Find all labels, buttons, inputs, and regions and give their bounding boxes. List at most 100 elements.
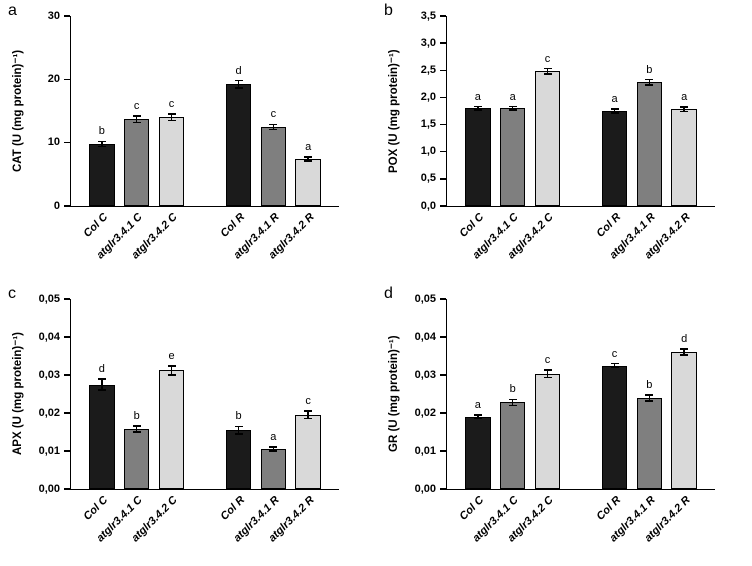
y-tick-mark <box>64 298 70 300</box>
panel-letter: c <box>8 285 16 302</box>
error-bar <box>170 365 173 375</box>
y-tick-mark <box>440 205 446 207</box>
y-tick-label: 0,01 <box>414 444 436 457</box>
y-tick-label: 0,5 <box>420 172 436 185</box>
significance-letter: d <box>98 362 105 375</box>
error-bar-cap <box>645 78 654 81</box>
significance-letter: b <box>646 63 653 76</box>
bar <box>671 109 697 206</box>
y-tick-mark <box>440 298 446 300</box>
significance-letter: b <box>98 125 105 138</box>
significance-letter: b <box>235 410 242 423</box>
significance-letter: a <box>509 90 516 103</box>
significance-letter: c <box>305 395 311 408</box>
bar <box>89 384 115 489</box>
error-bar <box>307 157 309 162</box>
error-bar-cap <box>645 400 654 402</box>
error-bar-cap <box>645 84 654 86</box>
error-bar-cap <box>473 414 482 416</box>
y-tick-mark <box>64 336 70 338</box>
x-tick-label: Col R <box>218 494 247 523</box>
error-bar <box>648 394 651 401</box>
bar <box>465 416 491 489</box>
x-tick-label: Col R <box>594 494 623 523</box>
error-bar-cap <box>473 417 482 420</box>
y-tick-mark <box>440 42 446 44</box>
error-bar-cap <box>543 369 552 371</box>
y-tick-mark <box>440 450 446 452</box>
significance-letter: e <box>168 349 175 362</box>
error-bar-cap <box>234 87 243 89</box>
error-bar <box>101 141 103 147</box>
error-bar-cap <box>508 398 517 401</box>
y-tick-mark <box>64 78 70 81</box>
significance-letter: c <box>544 52 551 65</box>
y-axis-label: GR (U (mg protein)⁻¹) <box>388 335 400 453</box>
error-bar-cap <box>132 425 141 427</box>
y-tick-mark <box>440 123 446 126</box>
error-bar <box>237 80 240 89</box>
bar <box>225 430 252 489</box>
panel-a: a CAT (U (mg protein)⁻¹) 0 10 20 30 b Col C c a… <box>0 0 376 283</box>
y-tick-label: 0,03 <box>38 368 60 381</box>
significance-letter: d <box>681 333 688 346</box>
error-bar-cap <box>680 106 689 108</box>
error-bar-cap <box>610 362 619 365</box>
error-bar <box>272 447 275 451</box>
significance-letter: b <box>509 383 516 396</box>
y-tick-mark <box>64 15 70 17</box>
error-bar-cap <box>269 128 278 131</box>
error-bar-cap <box>304 410 313 412</box>
bar <box>534 71 561 206</box>
y-tick-label: 0,02 <box>414 406 436 419</box>
y-tick-mark <box>64 450 70 452</box>
error-bar-cap <box>680 348 689 350</box>
y-tick-label: 0,0 <box>420 199 436 212</box>
error-bar <box>101 378 103 391</box>
error-bar <box>135 425 138 432</box>
y-tick-label: 0,00 <box>38 482 60 495</box>
panel-d: d GR (U (mg protein)⁻¹) 0,00 0,01 0,02 0,03… <box>376 283 752 566</box>
y-tick-label: 2,0 <box>420 90 436 103</box>
panel-c: c APX (U (mg protein)⁻¹) 0,00 0,01 0,02 0,0… <box>0 283 376 566</box>
error-bar <box>511 106 514 110</box>
y-tick-mark <box>440 336 446 338</box>
y-tick-mark <box>64 374 70 376</box>
error-bar-cap <box>508 109 517 111</box>
significance-letter: c <box>133 100 140 113</box>
bar <box>465 108 491 206</box>
error-bar-cap <box>132 431 141 433</box>
y-tick-mark <box>440 150 446 153</box>
error-bar-cap <box>473 109 482 111</box>
y-tick-label: 30 <box>47 9 60 22</box>
x-tick-label: Col C <box>457 494 487 523</box>
y-tick-label: 1,5 <box>420 118 436 131</box>
error-bar <box>307 411 309 419</box>
error-bar-cap <box>234 425 243 428</box>
error-bar-cap <box>543 376 552 379</box>
error-bar <box>477 414 479 419</box>
bar <box>123 119 150 206</box>
significance-letter: b <box>133 409 140 422</box>
y-tick-mark <box>64 412 70 414</box>
y-tick-label: 0,04 <box>38 330 60 343</box>
panel-letter: a <box>8 2 17 19</box>
y-tick-mark <box>440 178 446 180</box>
error-bar <box>237 426 240 434</box>
significance-letter: a <box>681 91 688 104</box>
bar <box>260 126 287 206</box>
error-bar <box>546 370 549 378</box>
error-bar-cap <box>97 145 106 148</box>
y-tick-label: 0,03 <box>414 368 436 381</box>
x-tick-label: Col R <box>594 211 623 240</box>
bar <box>671 352 697 489</box>
y-tick-label: 3,0 <box>420 36 436 49</box>
bar <box>89 143 115 206</box>
y-tick-label: 0,04 <box>414 330 436 343</box>
error-bar <box>170 114 173 121</box>
